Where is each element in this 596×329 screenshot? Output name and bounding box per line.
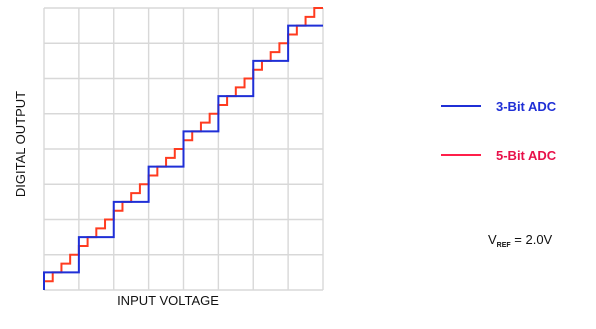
- legend-5bit-label: 5-Bit ADC: [496, 148, 557, 163]
- series-3bit-line: [43, 24, 323, 290]
- vref-annotation: VREF = 2.0V: [488, 232, 553, 249]
- chart-legend: 3-Bit ADC 5-Bit ADC: [441, 99, 557, 163]
- x-axis-label: INPUT VOLTAGE: [117, 293, 219, 308]
- chart-series: [43, 7, 323, 290]
- legend-3bit-label: 3-Bit ADC: [496, 99, 557, 114]
- y-axis-label: DIGITAL OUTPUT: [13, 91, 28, 197]
